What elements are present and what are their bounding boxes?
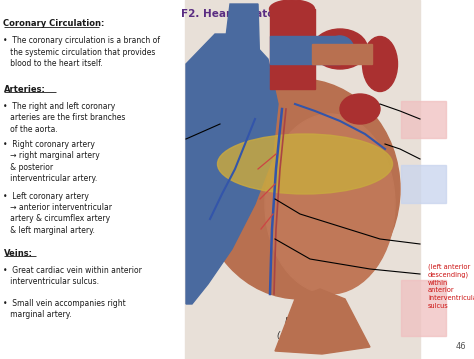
Text: •  Small vein accompanies right
   marginal artery.: • Small vein accompanies right marginal …	[3, 299, 126, 319]
Text: •  The right and left coronary
   arteries are the first branches
   of the aort: • The right and left coronary arteries a…	[3, 102, 126, 134]
Ellipse shape	[363, 37, 398, 92]
Ellipse shape	[340, 94, 380, 124]
Ellipse shape	[270, 0, 315, 18]
Text: Fig. 19.10: Fig. 19.10	[285, 317, 335, 326]
Bar	[270, 36, 340, 64]
Text: •  Great cardiac vein within anterior
   interventricular sulcus.: • Great cardiac vein within anterior int…	[3, 266, 142, 286]
Text: Veins:: Veins:	[3, 248, 33, 257]
Bar	[270, 9, 315, 89]
Polygon shape	[275, 289, 370, 354]
Ellipse shape	[312, 29, 367, 69]
Text: •  Right coronary artery
   → right marginal artery
   & posterior
   interventr: • Right coronary artery → right marginal…	[3, 140, 100, 183]
Bar	[401, 101, 446, 138]
Bar	[312, 44, 372, 64]
Text: 46: 46	[456, 342, 466, 351]
Text: F2. Heart Anatomy: F2. Heart Anatomy	[182, 9, 292, 19]
Ellipse shape	[218, 134, 392, 194]
Text: Coronary Circulation:: Coronary Circulation:	[3, 19, 105, 28]
Bar	[401, 165, 446, 203]
Polygon shape	[186, 34, 278, 304]
Ellipse shape	[326, 36, 354, 64]
Bar	[185, 0, 420, 359]
Text: •  Left coronary artery
   → anterior interventricular
   artery & circumflex ar: • Left coronary artery → anterior interv…	[3, 192, 112, 235]
Ellipse shape	[265, 114, 395, 294]
Text: (a) Anterior view: (a) Anterior view	[277, 331, 343, 340]
Text: (left anterior
descending)
within
anterior
interventricular
sulcus: (left anterior descending) within anteri…	[428, 264, 474, 308]
Bar	[401, 280, 446, 336]
Text: •  The coronary circulation is a branch of
   the systemic circulation that prov: • The coronary circulation is a branch o…	[3, 36, 161, 68]
Ellipse shape	[200, 79, 400, 299]
Polygon shape	[222, 4, 260, 89]
Text: Arteries:: Arteries:	[3, 85, 46, 94]
